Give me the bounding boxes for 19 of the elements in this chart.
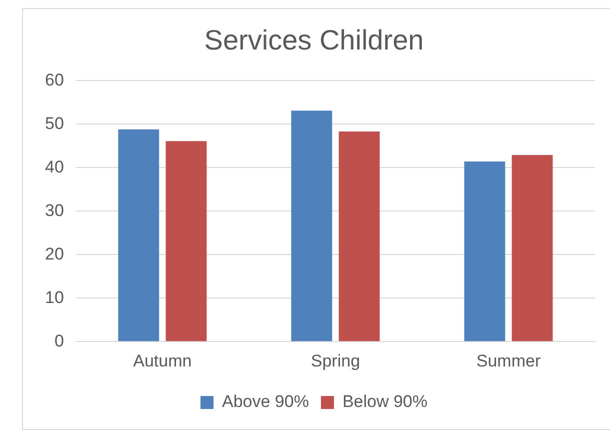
y-tick-label: 50 — [44, 114, 64, 133]
x-tick-label: Autumn — [133, 351, 192, 370]
chart-title: Services Children — [204, 24, 424, 56]
bar — [166, 141, 207, 342]
y-tick-label: 10 — [44, 288, 64, 307]
bar — [291, 110, 332, 342]
legend-label: Below 90% — [342, 392, 428, 412]
y-tick-label: 20 — [44, 244, 64, 264]
bar — [512, 154, 553, 342]
y-tick-label: 60 — [44, 70, 64, 90]
x-tick-label: Spring — [310, 351, 360, 370]
bar — [464, 162, 506, 342]
bar — [118, 129, 160, 342]
y-tick-label: 40 — [44, 157, 64, 176]
legend-label: Above 90% — [222, 392, 309, 412]
y-tick-label: 30 — [44, 200, 64, 220]
x-tick-label: Summer — [476, 351, 541, 370]
y-tick-label: 0 — [54, 331, 64, 350]
bar — [338, 131, 380, 342]
